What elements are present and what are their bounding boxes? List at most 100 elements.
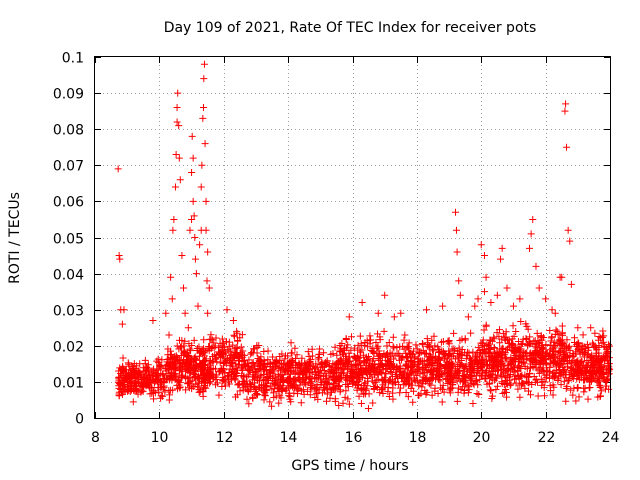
- data-point: [171, 375, 179, 383]
- data-point: [558, 330, 566, 338]
- data-point: [442, 361, 450, 369]
- data-point: [464, 313, 472, 321]
- data-point: [344, 361, 352, 369]
- data-point: [468, 371, 476, 379]
- data-point: [401, 369, 409, 377]
- data-point: [417, 357, 425, 365]
- y-tick-label: 0.02: [53, 340, 84, 356]
- data-point: [285, 392, 293, 400]
- data-point: [574, 357, 582, 365]
- data-point: [431, 342, 439, 350]
- data-point: [257, 353, 265, 361]
- data-point: [537, 375, 545, 383]
- data-point: [381, 291, 389, 299]
- data-point: [378, 360, 386, 368]
- data-point: [324, 379, 332, 387]
- data-point: [323, 385, 331, 393]
- data-point: [213, 351, 221, 359]
- data-point: [287, 339, 295, 347]
- data-point: [369, 399, 377, 407]
- data-point: [149, 317, 157, 325]
- data-point: [301, 367, 309, 375]
- data-point: [308, 345, 316, 353]
- data-point: [535, 284, 543, 292]
- data-point: [400, 336, 408, 344]
- data-point: [246, 381, 254, 389]
- data-point: [408, 378, 416, 386]
- x-tick-label: 8: [91, 430, 100, 446]
- data-point: [185, 379, 193, 387]
- data-point: [323, 397, 331, 405]
- data-point: [449, 352, 457, 360]
- data-point: [508, 361, 516, 369]
- data-point: [488, 352, 496, 360]
- data-point: [156, 362, 164, 370]
- data-point: [542, 295, 550, 303]
- data-point: [570, 367, 578, 375]
- data-point: [372, 383, 380, 391]
- data-point: [501, 373, 509, 381]
- data-point: [504, 364, 512, 372]
- data-point: [501, 349, 509, 357]
- data-point: [539, 355, 547, 363]
- data-point: [120, 365, 128, 373]
- data-point: [270, 360, 278, 368]
- data-point: [180, 349, 188, 357]
- data-point: [281, 355, 289, 363]
- data-point: [188, 169, 196, 177]
- data-point: [402, 388, 410, 396]
- data-point: [477, 241, 485, 249]
- data-point: [481, 372, 489, 380]
- data-point: [467, 329, 475, 337]
- data-point: [574, 339, 582, 347]
- data-point: [396, 367, 404, 375]
- data-point: [227, 374, 235, 382]
- data-point: [348, 373, 356, 381]
- data-point: [489, 376, 497, 384]
- data-point: [390, 364, 398, 372]
- data-point: [261, 392, 269, 400]
- data-point: [212, 373, 220, 381]
- data-point: [545, 368, 553, 376]
- data-point: [526, 369, 534, 377]
- data-point: [521, 384, 529, 392]
- data-point: [141, 360, 149, 368]
- data-point: [506, 376, 514, 384]
- data-point: [317, 381, 325, 389]
- data-point: [215, 391, 223, 399]
- data-point: [166, 372, 174, 380]
- data-point: [480, 288, 488, 296]
- data-point: [533, 329, 541, 337]
- data-point: [575, 340, 583, 348]
- data-point: [199, 114, 207, 122]
- data-point: [163, 375, 171, 383]
- data-point: [191, 234, 199, 241]
- data-point: [254, 359, 262, 367]
- data-point: [181, 364, 189, 372]
- data-point: [245, 400, 253, 408]
- data-point: [281, 352, 289, 360]
- data-point: [457, 361, 465, 369]
- data-point: [143, 367, 151, 375]
- data-point: [548, 333, 556, 341]
- y-tick-label: 0.09: [53, 87, 84, 103]
- data-point: [119, 354, 127, 362]
- data-point: [390, 313, 398, 321]
- data-point: [489, 367, 497, 375]
- data-point: [429, 347, 437, 355]
- data-point: [137, 388, 145, 396]
- data-point: [228, 359, 236, 367]
- data-point: [509, 346, 517, 354]
- data-point: [578, 342, 586, 350]
- data-point: [407, 364, 415, 372]
- data-point: [460, 367, 468, 375]
- data-point: [236, 387, 244, 395]
- data-point: [292, 377, 300, 385]
- data-point: [329, 360, 337, 368]
- data-point: [386, 368, 394, 376]
- data-point: [377, 361, 385, 369]
- data-point: [413, 372, 421, 380]
- data-point: [440, 355, 448, 363]
- data-point: [273, 361, 281, 369]
- x-tick-label: 22: [538, 430, 556, 446]
